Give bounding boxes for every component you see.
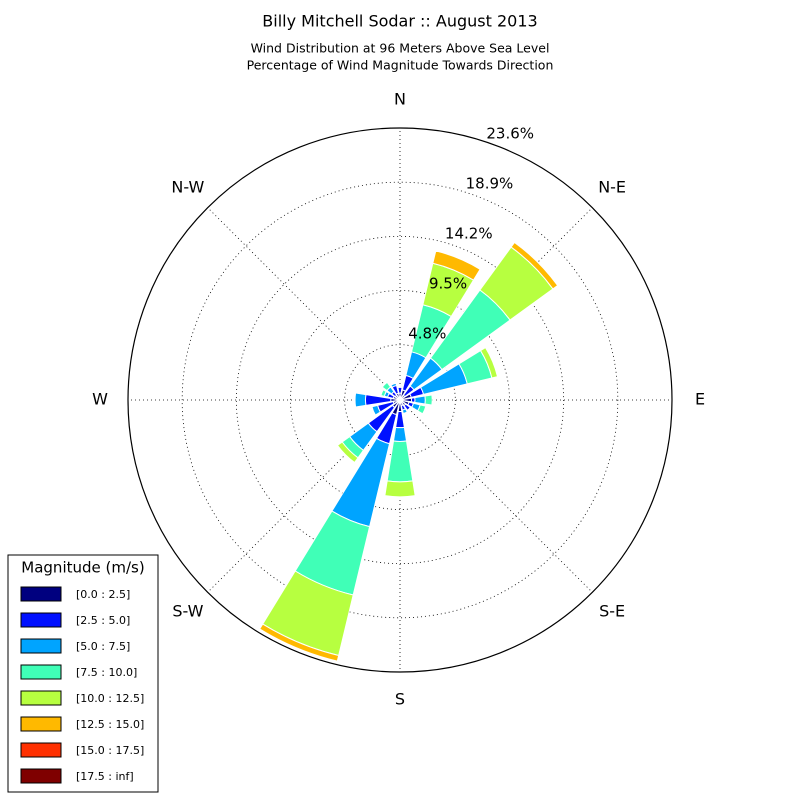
direction-label: N xyxy=(394,90,406,109)
direction-label: N-W xyxy=(171,177,204,196)
bar-segment xyxy=(381,381,392,392)
bar-segment xyxy=(510,241,559,290)
bar-segment xyxy=(424,394,433,406)
bar-segment xyxy=(414,395,426,405)
bar-segment xyxy=(384,480,416,498)
spoke xyxy=(399,399,593,593)
r-tick-label: 4.8% xyxy=(408,325,446,343)
r-tick-label: 9.5% xyxy=(429,275,467,293)
grid-ring xyxy=(344,344,456,456)
legend-label: [2.5 : 5.0] xyxy=(76,614,130,627)
bar-segment xyxy=(392,426,408,442)
legend-title: Magnitude (m/s) xyxy=(21,559,144,577)
legend-swatch xyxy=(20,638,62,654)
legend-swatch xyxy=(20,612,62,628)
legend-label: [0.0 : 2.5] xyxy=(76,588,130,601)
r-tick-label: 23.6% xyxy=(486,124,534,142)
spoke xyxy=(207,399,401,593)
legend-swatch xyxy=(20,716,62,732)
chart-subtitle: Percentage of Wind Magnitude Towards Dir… xyxy=(247,58,554,73)
outer-ring xyxy=(127,127,673,673)
bar-segment xyxy=(371,404,382,416)
legend-swatch xyxy=(20,768,62,784)
legend-label: [15.0 : 17.5] xyxy=(76,744,144,757)
r-tick-label: 14.2% xyxy=(445,225,493,243)
bar-segment xyxy=(390,382,398,388)
legend-label: [5.0 : 7.5] xyxy=(76,640,130,653)
direction-label: E xyxy=(695,390,705,409)
direction-label: S-E xyxy=(599,602,625,621)
bar-segment xyxy=(336,441,359,464)
legend-label: [17.5 : inf] xyxy=(76,770,134,783)
bar-segment xyxy=(403,403,411,411)
bar-segment xyxy=(432,250,481,281)
grid-ring xyxy=(181,181,619,619)
direction-label: N-E xyxy=(598,177,626,196)
bar-segment xyxy=(417,404,427,415)
direction-label: W xyxy=(92,390,108,409)
chart-subtitle: Wind Distribution at 96 Meters Above Sea… xyxy=(251,41,550,56)
bar-segment xyxy=(479,346,499,379)
bar-segment xyxy=(354,392,367,408)
spoke xyxy=(207,207,401,401)
direction-label: S-W xyxy=(172,602,203,621)
bar-segment xyxy=(258,623,340,662)
direction-label: S xyxy=(395,690,405,709)
legend-swatch xyxy=(20,690,62,706)
legend-label: [7.5 : 10.0] xyxy=(76,666,137,679)
bar-segment xyxy=(380,389,387,397)
legend-swatch xyxy=(20,664,62,680)
bar-segment xyxy=(386,440,414,483)
legend-label: [12.5 : 15.0] xyxy=(76,718,144,731)
chart-title: Billy Mitchell Sodar :: August 2013 xyxy=(262,12,537,31)
legend-swatch xyxy=(20,742,62,758)
grid-ring xyxy=(290,290,510,510)
r-tick-label: 18.9% xyxy=(466,174,514,192)
legend-swatch xyxy=(20,586,62,602)
bar-segment xyxy=(401,408,408,415)
grid-ring xyxy=(235,235,565,565)
bar-segment xyxy=(397,386,403,394)
legend-label: [10.0 : 12.5] xyxy=(76,692,144,705)
